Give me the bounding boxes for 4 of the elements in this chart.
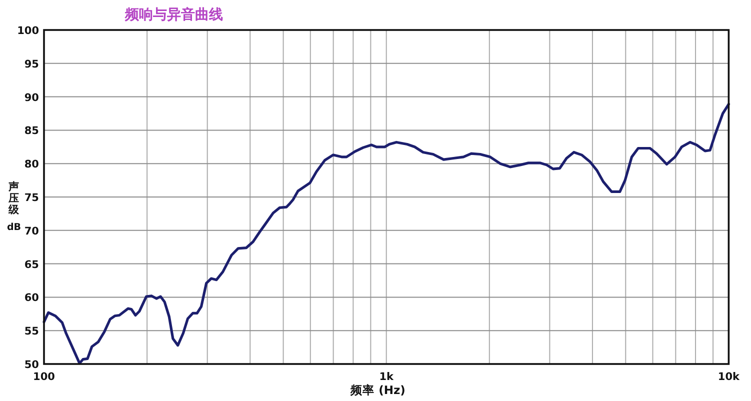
xlabel: 频率 (Hz) <box>350 383 406 397</box>
ylabel-unit: dB <box>6 222 22 233</box>
ylabel: 声压级 <box>8 181 20 216</box>
title: 频响与异音曲线 <box>125 7 223 23</box>
